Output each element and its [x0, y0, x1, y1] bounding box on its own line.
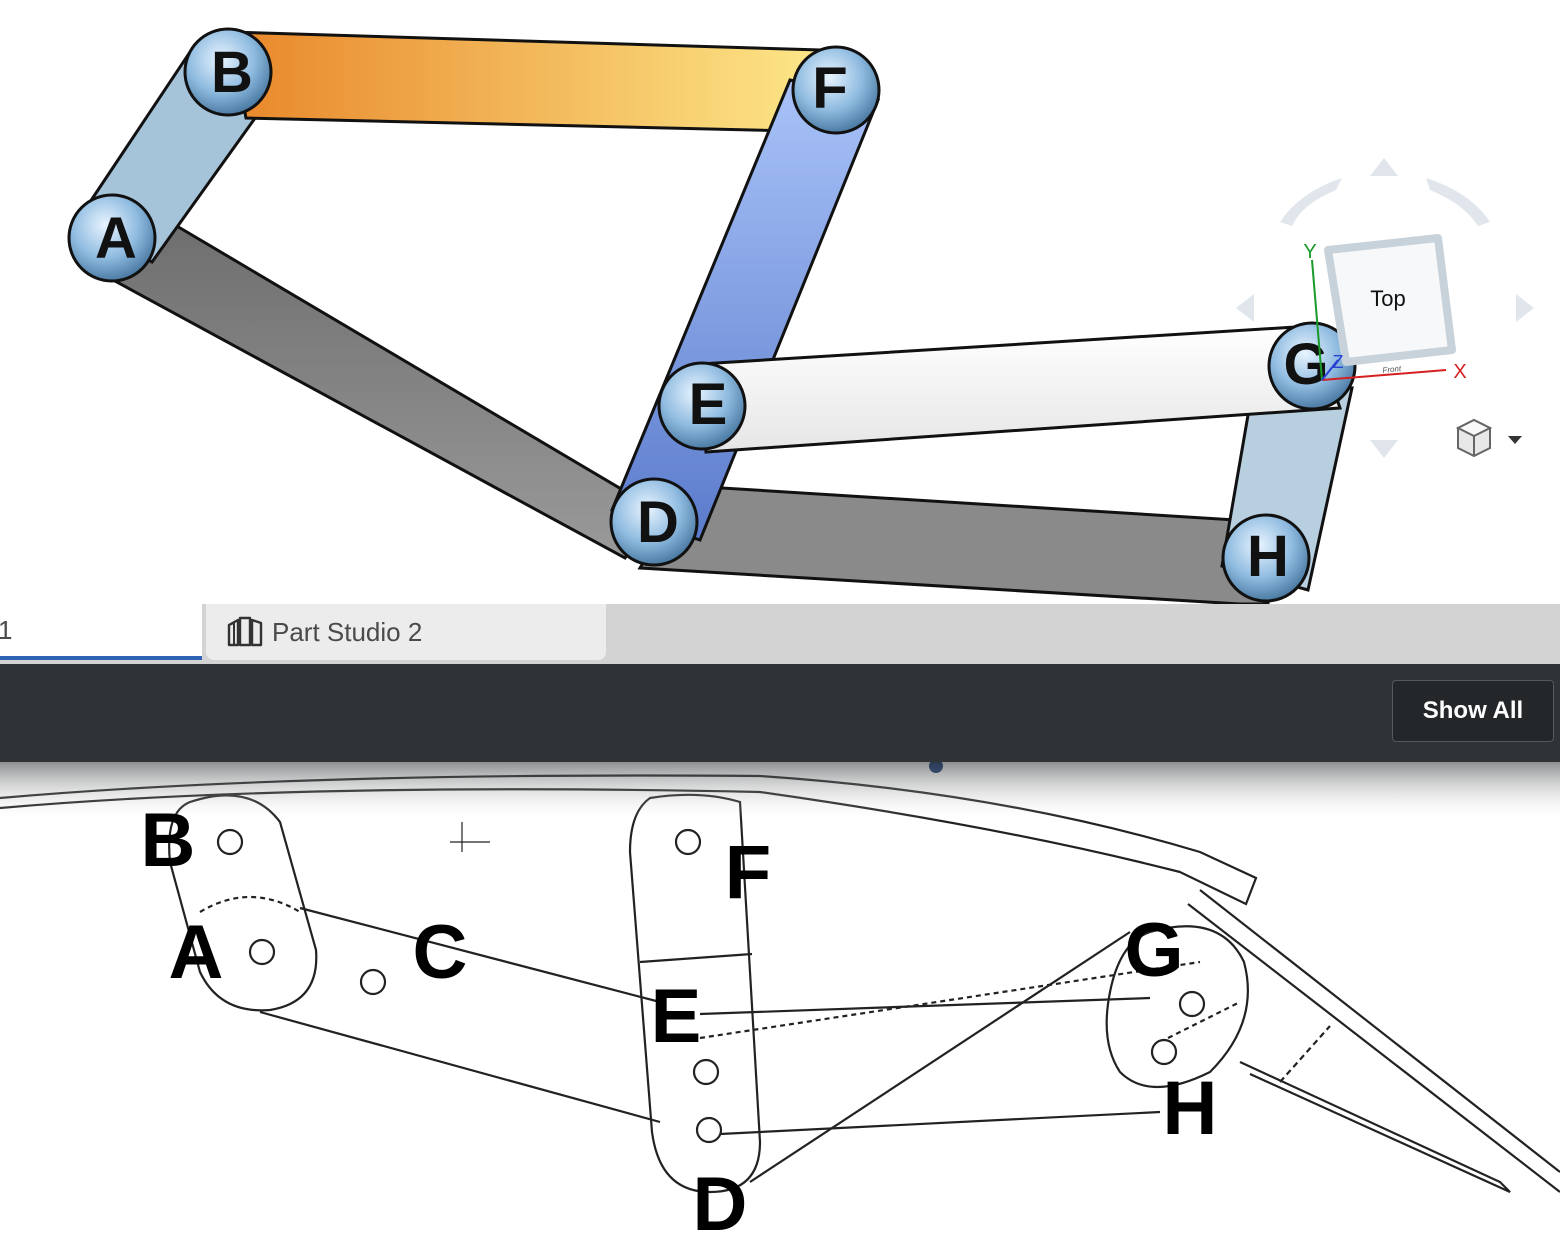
link-f-d[interactable] [610, 78, 881, 542]
tab-part-studio-2[interactable]: Part Studio 2 [206, 604, 606, 660]
sketch-label-b: B [141, 798, 196, 883]
axis-y-line [1311, 259, 1323, 381]
joint-label: E [689, 372, 728, 437]
joint-label: A [95, 206, 137, 271]
view-cube-face-top[interactable] [1324, 234, 1456, 366]
document-tab-bar: 1 Part Studio 2 [0, 604, 1560, 664]
axis-x-line [1321, 369, 1447, 381]
axis-y-label: Y [1303, 241, 1316, 263]
joint-label: H [1247, 524, 1289, 589]
reference-sketch-image: B A C F E G H D [0, 762, 1560, 1240]
link-d-h[interactable] [637, 484, 1270, 604]
joint-label: B [211, 40, 253, 105]
sketch-label-d: D [693, 1162, 748, 1240]
link-b-f[interactable] [228, 30, 837, 134]
joint-e[interactable]: E [657, 361, 747, 451]
dark-toolbar: Show All [0, 664, 1560, 762]
tab-label: 1 [0, 614, 13, 645]
part-studio-icon [227, 616, 263, 647]
joint-label: D [637, 490, 679, 555]
joint-h[interactable]: H [1221, 513, 1311, 603]
view-mode-dropdown[interactable] [1455, 418, 1522, 458]
joint-b[interactable]: B [183, 27, 273, 117]
cad-viewport[interactable]: B F A E G D H [0, 0, 1560, 604]
view-cube[interactable]: Top Front Y X Z [1236, 158, 1534, 458]
sketch-label-g: G [1124, 908, 1183, 993]
joint-d[interactable]: D [609, 477, 699, 567]
pan-right-arrow-icon[interactable] [1516, 294, 1534, 322]
tab-label: Part Studio 2 [272, 616, 423, 647]
joint-a[interactable]: A [67, 193, 157, 283]
joint-f[interactable]: F [791, 45, 881, 135]
joint-label: F [812, 56, 847, 121]
show-all-button[interactable]: Show All [1392, 680, 1554, 742]
tab-part-studio-1[interactable]: 1 [0, 604, 202, 660]
pan-up-arrow-icon[interactable] [1370, 158, 1398, 176]
rotate-right-arrow-icon[interactable] [1426, 178, 1490, 226]
view-cube-front-label: Front [1382, 364, 1402, 375]
view-cube-top-label: Top [1370, 286, 1405, 311]
sketch-label-c: C [413, 910, 468, 995]
linkage-model: B F A E G D H [67, 27, 1534, 604]
sketch-label-h: H [1163, 1066, 1218, 1151]
sketch-label-a: A [169, 910, 224, 995]
pan-down-arrow-icon[interactable] [1370, 440, 1398, 458]
pan-left-arrow-icon[interactable] [1236, 294, 1254, 322]
chevron-down-icon [1508, 436, 1522, 444]
rotate-left-arrow-icon[interactable] [1280, 178, 1342, 226]
joint-label: G [1283, 332, 1328, 397]
axis-z-label: Z [1333, 352, 1344, 372]
link-a-d[interactable] [76, 220, 663, 560]
sketch-label-e: E [651, 974, 702, 1059]
sketch-label-f: F [725, 830, 771, 915]
axis-x-label: X [1453, 361, 1466, 383]
axis-z-line [1321, 359, 1339, 381]
reference-sketch: B A C F E G H D [0, 762, 1560, 1240]
